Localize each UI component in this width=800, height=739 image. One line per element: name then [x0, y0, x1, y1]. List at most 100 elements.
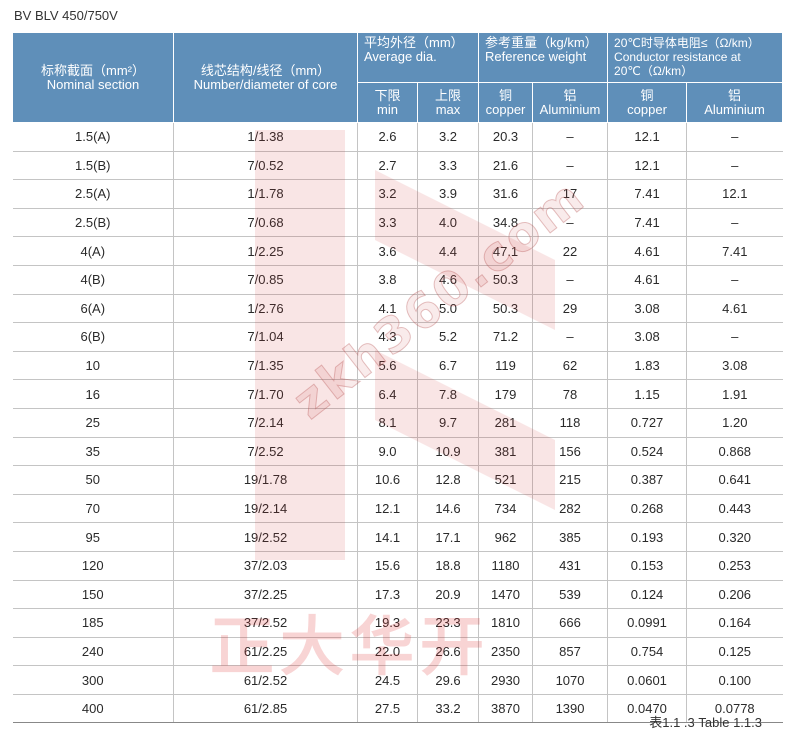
cell-core-structure: 19/2.52 [173, 522, 358, 552]
cell-nominal-section: 6(B) [12, 322, 174, 352]
cell-diameter-max: 4.4 [417, 236, 480, 266]
cell-resistance-aluminium: – [686, 151, 783, 181]
cell-diameter-max: 14.6 [417, 494, 480, 524]
cell-core-structure: 1/2.25 [173, 236, 358, 266]
cell-nominal-section: 400 [12, 694, 174, 724]
table-body: 1.5(A) 1/1.38 2.6 3.2 20.3–12.1–1.5(B) 7/0.52… [12, 122, 783, 724]
cell-resistance-copper: 12.1 [607, 122, 688, 152]
cell-nominal-section: 1.5(A) [12, 122, 174, 152]
cell-resistance-copper: 3.08 [607, 294, 688, 324]
cell-diameter-min: 6.4 [357, 379, 418, 409]
cell-diameter-min: 3.3 [357, 208, 418, 238]
cell-weight-aluminium: – [532, 322, 609, 352]
cell-nominal-section: 185 [12, 608, 174, 638]
cell-weight-aluminium: 215 [532, 465, 609, 495]
cell-diameter-min: 3.8 [357, 265, 418, 295]
header-resistance-copper: 铜 copper [607, 82, 688, 123]
cell-diameter-max: 4.0 [417, 208, 480, 238]
cell-nominal-section: 6(A) [12, 294, 174, 324]
cell-nominal-section: 240 [12, 637, 174, 667]
table-row: 25 7/2.14 8.1 9.7 281 118 0.727 1.20 [12, 408, 783, 438]
header-resistance-line1: 20℃时导体电阻≤（Ω/km） [614, 36, 760, 50]
cell-weight-aluminium: – [532, 265, 609, 295]
table-row: 35 7/2.52 9.0 10.9 381 156 0.524 0.868 [12, 437, 783, 467]
cell-diameter-max: 17.1 [417, 522, 480, 552]
cell-core-structure: 7/0.68 [173, 208, 358, 238]
cell-weight-copper: 962 [478, 522, 534, 552]
cell-diameter-min: 10.6 [357, 465, 418, 495]
cell-weight-copper: 50.3 [478, 294, 534, 324]
header-res-copper-en: copper [627, 101, 667, 117]
cell-diameter-max: 3.2 [417, 122, 480, 152]
cell-weight-aluminium: – [532, 208, 609, 238]
cell-resistance-aluminium: – [686, 208, 783, 238]
cell-weight-aluminium: 1070 [532, 665, 609, 695]
cell-weight-copper: 71.2 [478, 322, 534, 352]
cell-resistance-copper: 7.41 [607, 208, 688, 238]
header-weight-alum-en: Aluminium [539, 101, 601, 117]
cell-weight-aluminium: 539 [532, 580, 609, 610]
cell-diameter-max: 18.8 [417, 551, 480, 581]
header-nominal-section: 标称截面（mm²） Nominal section [12, 32, 174, 123]
cell-nominal-section: 2.5(B) [12, 208, 174, 238]
cell-weight-copper: 50.3 [478, 265, 534, 295]
cell-resistance-aluminium: 0.443 [686, 494, 783, 524]
cell-resistance-aluminium: 0.641 [686, 465, 783, 495]
cell-nominal-section: 50 [12, 465, 174, 495]
table-row: 6(A) 1/2.76 4.1 5.0 50.3 29 3.08 4.61 [12, 294, 783, 324]
cell-diameter-min: 9.0 [357, 437, 418, 467]
cell-resistance-copper: 4.61 [607, 236, 688, 266]
cell-diameter-max: 5.2 [417, 322, 480, 352]
header-weight-alum-cn: 铝 [563, 87, 577, 103]
cell-nominal-section: 35 [12, 437, 174, 467]
cell-diameter-max: 23.3 [417, 608, 480, 638]
cell-resistance-copper: 7.41 [607, 179, 688, 209]
cell-core-structure: 7/0.52 [173, 151, 358, 181]
cell-resistance-copper: 0.0470 [607, 694, 688, 724]
cell-core-structure: 37/2.03 [173, 551, 358, 581]
cell-nominal-section: 150 [12, 580, 174, 610]
cell-resistance-copper: 0.193 [607, 522, 688, 552]
cell-weight-copper: 2350 [478, 637, 534, 667]
cell-weight-aluminium: 62 [532, 351, 609, 381]
header-max-cn: 上限 [435, 87, 462, 103]
table-row: 300 61/2.52 24.5 29.6 2930 1070 0.0601 0.100 [12, 665, 783, 695]
cell-diameter-min: 3.2 [357, 179, 418, 209]
cell-resistance-copper: 3.08 [607, 322, 688, 352]
cell-diameter-max: 12.8 [417, 465, 480, 495]
table-row: 2.5(B) 7/0.68 3.3 4.0 34.8–7.41– [12, 208, 783, 238]
cell-diameter-max: 6.7 [417, 351, 480, 381]
cell-weight-aluminium: 385 [532, 522, 609, 552]
header-core-cn: 线芯结构/线径（mm） [200, 62, 331, 78]
cell-weight-copper: 3870 [478, 694, 534, 724]
cell-weight-copper: 47.1 [478, 236, 534, 266]
cell-resistance-aluminium: 0.0778 [686, 694, 783, 724]
cell-diameter-max: 26.6 [417, 637, 480, 667]
table-row: 185 37/2.52 19.3 23.3 1810 666 0.0991 0.164 [12, 608, 783, 638]
table-row: 2.5(A) 1/1.78 3.2 3.9 31.6 17 7.41 12.1 [12, 179, 783, 209]
cell-core-structure: 1/1.78 [173, 179, 358, 209]
cell-core-structure: 37/2.25 [173, 580, 358, 610]
header-weight-cn: 参考重量（kg/km） [485, 35, 598, 50]
table-row: 4(B) 7/0.85 3.8 4.6 50.3–4.61– [12, 265, 783, 295]
table-row: 400 61/2.85 27.5 33.2 3870 1390 0.0470 0.0778 [12, 694, 783, 724]
cell-weight-aluminium: 17 [532, 179, 609, 209]
cell-core-structure: 7/1.70 [173, 379, 358, 409]
table-row: 70 19/2.14 12.1 14.6 734 282 0.268 0.443 [12, 494, 783, 524]
cell-resistance-copper: 0.727 [607, 408, 688, 438]
cell-nominal-section: 95 [12, 522, 174, 552]
cell-diameter-min: 14.1 [357, 522, 418, 552]
cell-weight-copper: 521 [478, 465, 534, 495]
table-header: 标称截面（mm²） Nominal section 线芯结构/线径（mm） Nu… [12, 32, 784, 123]
cell-core-structure: 1/1.38 [173, 122, 358, 152]
cell-diameter-max: 3.3 [417, 151, 480, 181]
cell-weight-aluminium: – [532, 151, 609, 181]
cell-nominal-section: 120 [12, 551, 174, 581]
cell-nominal-section: 1.5(B) [12, 151, 174, 181]
cell-diameter-max: 29.6 [417, 665, 480, 695]
cell-weight-aluminium: 282 [532, 494, 609, 524]
cell-weight-copper: 1180 [478, 551, 534, 581]
header-reference-weight: 参考重量（kg/km） Reference weight [478, 32, 609, 83]
cell-resistance-copper: 0.0991 [607, 608, 688, 638]
cell-resistance-aluminium: 1.20 [686, 408, 783, 438]
